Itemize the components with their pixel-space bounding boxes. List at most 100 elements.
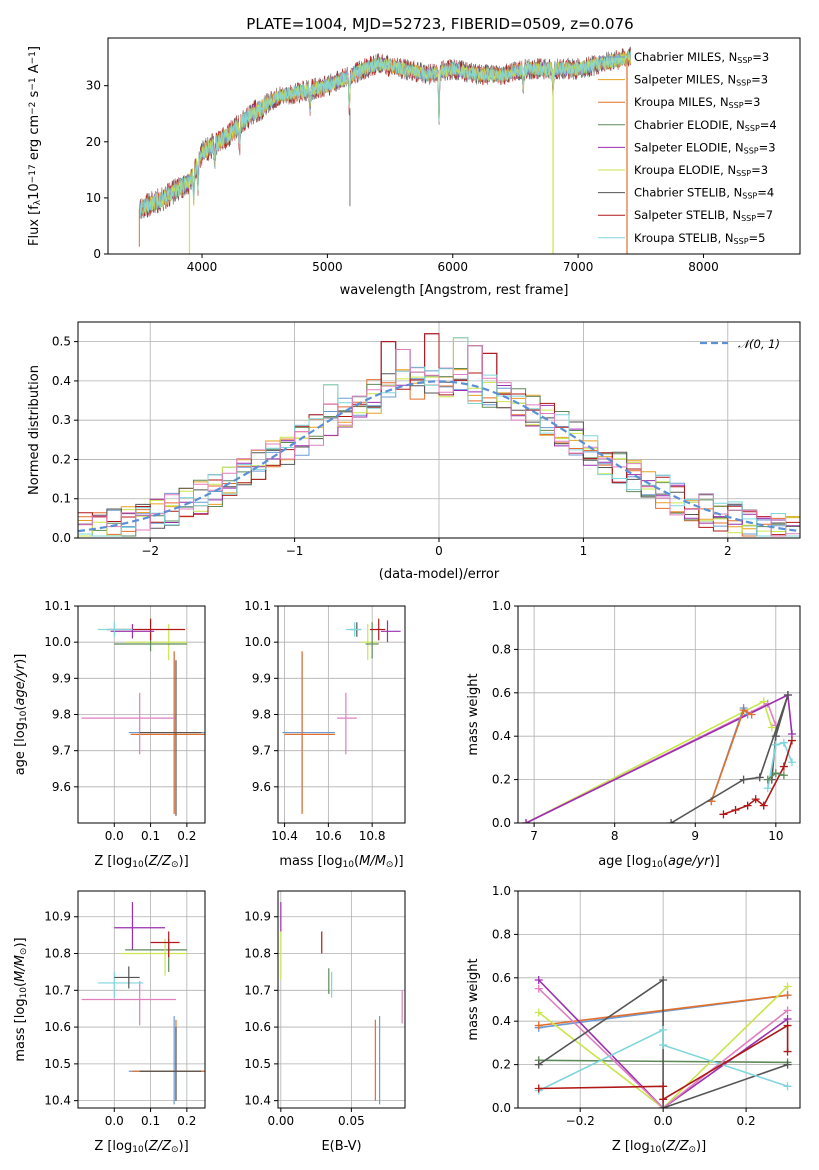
legend-label: Kroupa STELIB, NSSP=5 — [634, 231, 765, 246]
y-tick-label: 0.8 — [492, 927, 511, 941]
y-tick-label: 10.5 — [244, 1057, 271, 1071]
y-tick-label: 10.4 — [44, 1094, 71, 1108]
y-axis-label-part: A — [27, 64, 42, 77]
legend-label-text: Chabrier ELODIE, N — [634, 118, 745, 132]
weight-line — [670, 694, 789, 823]
y-tick-label: 9.9 — [52, 671, 71, 685]
legend-label-tail: =3 — [751, 73, 768, 87]
normal-curve — [78, 380, 800, 533]
legend-label-sub: SSP — [736, 79, 751, 88]
legend-label-sub: SSP — [741, 214, 756, 223]
weight-marker — [739, 706, 748, 715]
legend-label-text: Salpeter MILES, N — [634, 73, 736, 87]
y-tick-label: 9.6 — [252, 780, 271, 794]
weight-marker — [787, 736, 796, 745]
legend-label-sub: SSP — [737, 56, 752, 65]
legend-label: Chabrier ELODIE, NSSP=4 — [634, 118, 777, 133]
legend-label: Chabrier MILES, NSSP=3 — [634, 50, 769, 65]
y-tick-label: 10.8 — [44, 947, 71, 961]
x-axis-label-part: )] — [179, 1139, 189, 1154]
y-axis-label-part: ] — [27, 46, 42, 51]
x-axis-label-part: )] — [393, 854, 403, 869]
legend-label-text: Chabrier MILES, N — [634, 50, 737, 64]
y-axis-label-part: ( — [13, 706, 28, 711]
y-tick-label: 10.0 — [44, 635, 71, 649]
weight-marker — [779, 762, 788, 771]
legend-label-sub: SSP — [742, 192, 757, 201]
weight_vs_Z-plot-area — [534, 975, 792, 1108]
x-axis-label-part: Z [log — [612, 1139, 650, 1154]
y-tick-label: 10.5 — [44, 1057, 71, 1071]
y-axis-label-part: age/yr — [13, 662, 28, 705]
age_vs_mass-plot-area — [282, 618, 401, 814]
legend-label: Salpeter MILES, NSSP=3 — [634, 73, 768, 88]
x-tick-label: 0 — [435, 544, 443, 558]
y-tick-label: 10.9 — [44, 910, 71, 924]
x-axis-label-part: Z [log — [94, 854, 132, 869]
y-axis-label-part: 10 — [19, 987, 29, 999]
x-axis-label-part: age/yr — [668, 854, 711, 869]
y-tick-label: 10.0 — [244, 635, 271, 649]
axes-frame — [277, 890, 406, 1109]
histogram-step — [78, 345, 800, 537]
weight-marker — [719, 810, 728, 819]
y-axis-label: mass weight — [466, 958, 481, 1040]
x-axis-label-part: )] — [710, 854, 720, 869]
x-tick-label: −0.2 — [566, 1114, 595, 1128]
weight-marker — [534, 984, 543, 993]
x-axis-label-part: )] — [696, 1139, 706, 1154]
weight-marker — [534, 1008, 543, 1017]
y-axis-label-part: s — [27, 90, 42, 101]
y-tick-label: 10.1 — [244, 599, 271, 613]
legend-label-sub: SSP — [745, 124, 760, 133]
mass_vs_EBV-panel: 0.00 0.05 10.4 10.5 10.6 10.7 10.8 10.9 E(B-V) — [244, 890, 406, 1154]
y-tick-label: 0.2 — [492, 773, 511, 787]
x-tick-label: 0.1 — [141, 829, 160, 843]
y-axis-label-part: −1 — [28, 77, 38, 90]
y-tick-label: 9.7 — [52, 744, 71, 758]
x-axis-label-part: 10 — [650, 1145, 662, 1155]
weight-marker — [759, 697, 768, 706]
y-axis-label-part: Flux [f — [27, 205, 42, 246]
y-tick-label: 0.3 — [52, 413, 71, 427]
y-axis-label-part: λ — [33, 199, 43, 205]
y-tick-label: 20 — [86, 135, 101, 149]
x-tick-label: 9 — [691, 829, 699, 843]
mass_vs_Z-panel: 0.0 0.1 0.210.410.510.610.710.810.9Z [log1… — [13, 890, 206, 1155]
x-axis-label-part: 10 — [132, 860, 144, 870]
weight-marker — [759, 801, 768, 810]
y-axis-label: Flux [fλ10−17 erg cm−2 s−1 A−1] — [27, 46, 43, 246]
y-tick-label: 10 — [86, 191, 101, 205]
age_vs_Z-panel: 0.0 0.1 0.29.69.79.89.910.010.1Z [log10(Z/… — [13, 599, 206, 870]
weight-marker — [771, 740, 780, 749]
x-axis-label-part: ⊙ — [171, 1145, 179, 1155]
x-axis-label-part: Z/Z — [665, 1139, 689, 1154]
x-axis-label: Z [log10(Z/Z⊙)] — [94, 1139, 188, 1155]
weight-marker — [739, 775, 748, 784]
axes-frame — [107, 37, 801, 255]
weight-marker — [783, 982, 792, 991]
y-tick-label: 10.6 — [244, 1020, 271, 1034]
legend-label: Chabrier STELIB, NSSP=4 — [634, 186, 774, 201]
age_vs_Z-plot-area — [81, 618, 205, 816]
legend-label-sub: SSP — [736, 169, 751, 178]
residuals-panel: −2 −1 0 1 2 0.0 0.1 0.2 0.3 0.4 0.5 𝒩(0, 1) (data-mo… — [27, 321, 801, 582]
x-tick-label: 7000 — [563, 260, 594, 274]
weight-marker — [659, 1082, 668, 1091]
weight-marker — [779, 738, 788, 747]
weight-marker — [534, 1060, 543, 1069]
x-tick-label: 0.2 — [737, 1114, 756, 1128]
histogram-step — [78, 333, 800, 536]
y-axis-label-part: 10 — [19, 710, 29, 722]
x-axis-label-part: Z [log — [94, 1139, 132, 1154]
x-tick-label: 0.0 — [105, 1114, 124, 1128]
x-axis-label: Z [log10(Z/Z⊙)] — [612, 1139, 706, 1155]
x-axis-label-part: ⊙ — [688, 1145, 696, 1155]
spectrum-plot-area — [138, 46, 631, 254]
x-tick-label: 0.00 — [267, 1114, 294, 1128]
weight-marker — [659, 1104, 668, 1108]
age_vs_mass-panel: 10.4 10.6 10.8 9.6 9.7 9.8 9.9 10.0 10.1 mass [lo… — [244, 599, 406, 870]
weight-line — [538, 979, 789, 1108]
x-axis-label-part: mass [log — [279, 854, 342, 869]
